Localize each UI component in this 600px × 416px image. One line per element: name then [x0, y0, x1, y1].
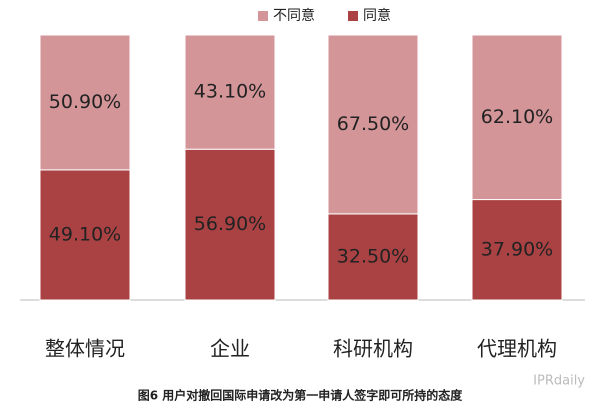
value-label: 32.50%: [337, 245, 409, 267]
bar-segment: [327, 34, 419, 215]
x-tick-label: 整体情况: [45, 337, 125, 361]
caption: 图6 用户对撤回国际申请改为第一申请人签字即可所持的态度: [138, 388, 464, 403]
bar-segment: [327, 213, 419, 301]
watermark: IPRdaily: [533, 374, 585, 389]
legend-label: 不同意: [273, 7, 315, 24]
bar-segment: [184, 34, 276, 150]
legend-label: 同意: [363, 7, 391, 24]
value-label: 37.90%: [481, 238, 553, 260]
x-tick-label: 企业: [210, 337, 250, 361]
value-label: 49.10%: [49, 223, 121, 245]
legend-swatch: [258, 11, 268, 21]
bar-segment: [471, 34, 563, 201]
value-label: 50.90%: [49, 91, 121, 113]
value-label: 62.10%: [481, 106, 553, 128]
value-label: 67.50%: [337, 113, 409, 135]
bar-segment: [39, 169, 131, 301]
bar-segment: [471, 199, 563, 301]
value-label: 43.10%: [194, 81, 266, 103]
legend-swatch: [348, 11, 358, 21]
bar-segment: [39, 34, 131, 171]
x-tick-label: 科研机构: [333, 337, 413, 361]
x-tick-label: 代理机构: [477, 337, 557, 361]
value-label: 56.90%: [194, 213, 266, 235]
